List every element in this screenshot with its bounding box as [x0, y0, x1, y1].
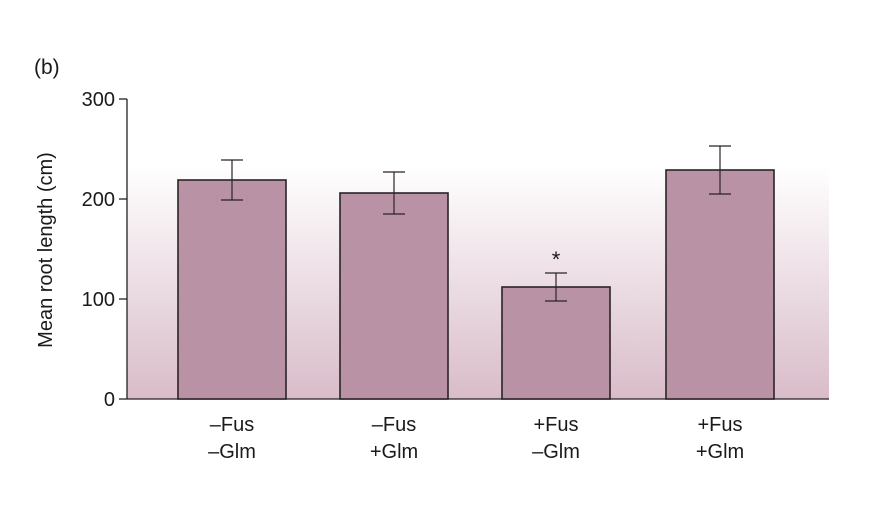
error-bars-group	[221, 145, 731, 302]
y-axis-label: Mean root length (cm)	[35, 152, 57, 348]
y-tick-label: 200	[82, 189, 115, 211]
panel-label: (b)	[34, 56, 60, 79]
y-axis: 0 100 200 300	[82, 89, 128, 411]
y-tick-label: 300	[82, 89, 115, 111]
x-tick-label-line2: +Glm	[370, 441, 418, 463]
x-tick-label-line1: +Fus	[697, 414, 742, 436]
x-tick-label-line2: +Glm	[696, 441, 744, 463]
annotations-group: *	[552, 247, 561, 272]
bar	[501, 286, 611, 400]
x-tick-label-line2: –Glm	[208, 441, 256, 463]
y-tick-label: 100	[82, 289, 115, 311]
x-tick-label-line2: –Glm	[532, 441, 580, 463]
x-tick-label-line1: –Fus	[372, 414, 416, 436]
x-tick-labels: –Fus –Glm –Fus +Glm +Fus –Glm +Fus +Glm	[208, 414, 744, 463]
bars-group	[177, 169, 775, 400]
significance-star: *	[552, 247, 561, 272]
bar	[665, 169, 775, 400]
x-tick-label-line1: –Fus	[210, 414, 254, 436]
bar	[339, 192, 449, 400]
y-tick-label: 0	[104, 389, 115, 411]
x-tick-label-line1: +Fus	[533, 414, 578, 436]
bar	[177, 179, 287, 400]
